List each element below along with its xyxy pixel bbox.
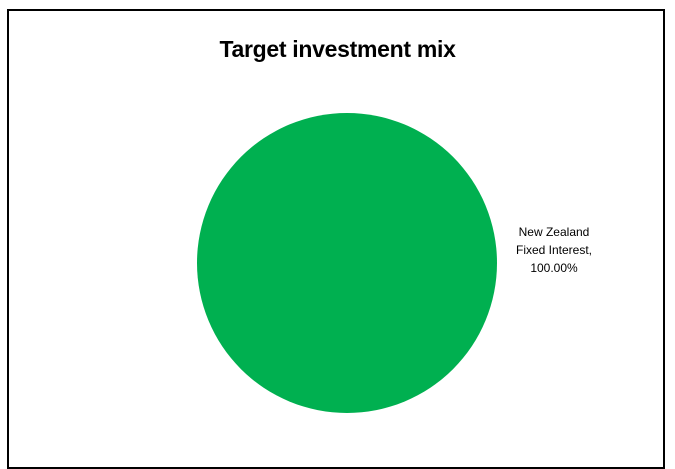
slice-label-line-3: 100.00% <box>530 261 578 275</box>
slice-label-new-zealand-fixed-interest: New Zealand Fixed Interest, 100.00% <box>494 223 614 277</box>
pie-slices <box>197 113 497 413</box>
pie-slice-new-zealand-fixed-interest <box>197 113 497 413</box>
pie-chart <box>197 113 497 413</box>
slice-label-line-2: Fixed Interest, <box>515 243 593 257</box>
chart-title: Target investment mix <box>219 36 456 62</box>
slice-label-line-1: New Zealand <box>518 225 590 239</box>
